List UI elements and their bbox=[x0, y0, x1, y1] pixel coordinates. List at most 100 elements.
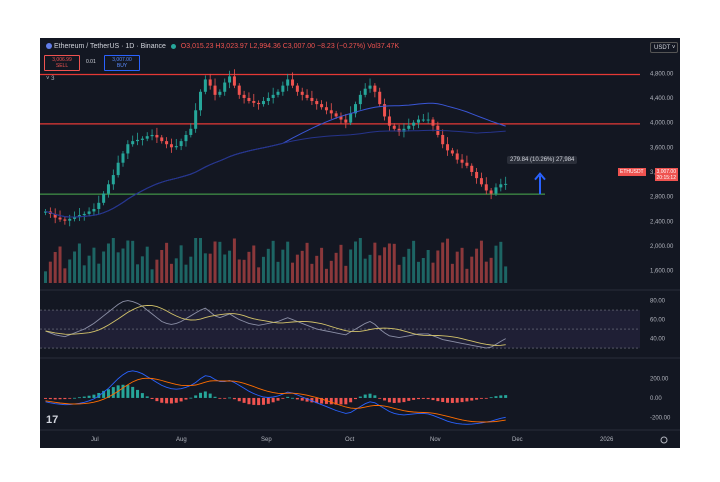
candle-body bbox=[218, 91, 222, 95]
macd-histogram-bar bbox=[184, 397, 188, 400]
volume-bar bbox=[136, 264, 140, 283]
macd-histogram-bar bbox=[155, 397, 159, 402]
volume-bar bbox=[484, 261, 488, 283]
macd-histogram-bar bbox=[266, 397, 270, 404]
candle-body bbox=[150, 134, 154, 137]
indicators-collapse-toggle[interactable]: ˅ 3 bbox=[46, 76, 55, 82]
macd-histogram-bar bbox=[431, 397, 435, 401]
volume-bar bbox=[228, 250, 232, 283]
macd-histogram-bar bbox=[169, 397, 173, 404]
candle-body bbox=[291, 79, 295, 86]
macd-histogram-bar bbox=[320, 397, 324, 404]
buy-button[interactable]: 3,007.00 BUY bbox=[104, 55, 140, 71]
macd-histogram-bar bbox=[126, 385, 130, 398]
chart-frame: 4,800.004,400.004,000.003,600.003,200.00… bbox=[40, 38, 680, 448]
macd-axis-tick: 200.00 bbox=[650, 377, 669, 383]
macd-histogram-bar bbox=[194, 395, 198, 398]
candle-body bbox=[106, 184, 110, 194]
price-tag-countdown: 20:15:12 bbox=[654, 175, 678, 181]
macd-histogram-bar bbox=[53, 397, 57, 400]
volume-bar bbox=[77, 243, 81, 283]
volume-bar bbox=[354, 241, 358, 283]
time-axis-tick: Jul bbox=[91, 437, 99, 443]
candle-body bbox=[247, 97, 251, 102]
gear-icon[interactable] bbox=[660, 436, 668, 444]
macd-histogram-bar bbox=[160, 397, 164, 403]
measure-arrow-head bbox=[534, 172, 546, 181]
macd-histogram-bar bbox=[499, 395, 503, 398]
volume-bar bbox=[82, 265, 86, 283]
macd-histogram-bar bbox=[174, 397, 178, 403]
macd-histogram-bar bbox=[92, 394, 96, 398]
volume-bar bbox=[431, 262, 435, 283]
macd-histogram-bar bbox=[460, 397, 464, 403]
price-axis-tick: 4,000.00 bbox=[650, 121, 674, 127]
candle-body bbox=[412, 122, 416, 126]
macd-histogram-bar bbox=[450, 397, 454, 403]
macd-histogram-bar bbox=[479, 397, 483, 399]
candle-body bbox=[373, 85, 377, 92]
sell-price: 3,006.99 bbox=[52, 57, 72, 63]
candle-body bbox=[87, 211, 91, 214]
price-tag-value: 3,007.00 bbox=[654, 168, 678, 176]
volume-bar bbox=[494, 245, 498, 283]
macd-histogram-bar bbox=[121, 384, 125, 398]
macd-histogram-bar bbox=[44, 397, 48, 399]
volume-bar bbox=[87, 255, 91, 283]
time-axis-tick: Nov bbox=[430, 437, 441, 443]
macd-histogram-bar bbox=[252, 397, 256, 405]
volume-bar bbox=[460, 247, 464, 283]
sell-label: SELL bbox=[55, 63, 69, 69]
volume-bar bbox=[446, 238, 450, 283]
chart-canvas[interactable]: 4,800.004,400.004,000.003,600.003,200.00… bbox=[40, 38, 680, 448]
volume-bar bbox=[247, 251, 251, 283]
macd-histogram-bar bbox=[77, 397, 81, 399]
candle-body bbox=[189, 128, 193, 135]
macd-histogram-bar bbox=[363, 394, 367, 398]
volume-bar bbox=[116, 252, 120, 283]
volume-bar bbox=[73, 251, 77, 283]
currency-select[interactable]: USDT ˅ bbox=[650, 42, 678, 53]
volume-bar bbox=[499, 241, 503, 283]
sell-button[interactable]: 3,006.99 SELL bbox=[44, 55, 80, 71]
volume-bar bbox=[271, 240, 275, 283]
volume-bar bbox=[155, 259, 159, 283]
macd-histogram-bar bbox=[145, 396, 149, 398]
spread-value: 0.01 bbox=[86, 59, 96, 65]
time-axis-tick: Dec bbox=[512, 437, 523, 443]
volume-bar bbox=[397, 264, 401, 283]
candle-body bbox=[165, 141, 169, 145]
macd-histogram-bar bbox=[242, 397, 246, 403]
candle-body bbox=[203, 79, 207, 92]
symbol-title[interactable]: Ethereum / TetherUS · 1D · Binance bbox=[53, 43, 166, 50]
price-axis-tick: 2,000.00 bbox=[650, 244, 674, 250]
volume-bar bbox=[465, 268, 469, 283]
volume-bar bbox=[218, 241, 222, 283]
volume-bar bbox=[106, 243, 110, 283]
candle-body bbox=[73, 216, 77, 219]
candle-body bbox=[416, 119, 420, 123]
macd-histogram-bar bbox=[373, 395, 377, 398]
volume-bar bbox=[407, 248, 411, 283]
macd-histogram-bar bbox=[465, 397, 469, 402]
macd-histogram-bar bbox=[358, 396, 362, 398]
macd-histogram-bar bbox=[412, 397, 416, 400]
candle-body bbox=[281, 85, 285, 92]
macd-histogram-bar bbox=[131, 386, 135, 398]
volume-bar bbox=[315, 255, 319, 283]
macd-histogram-bar bbox=[315, 397, 319, 404]
last-price-tag: ETHUSDT 3,007.00 20:15:12 bbox=[618, 168, 678, 183]
candle-body bbox=[421, 119, 425, 121]
tradingview-logo-icon[interactable]: 17 bbox=[46, 414, 59, 426]
candle-body bbox=[460, 159, 464, 163]
volume-bar bbox=[358, 238, 362, 283]
ethereum-icon bbox=[46, 43, 52, 50]
candle-body bbox=[315, 101, 319, 105]
candle-body bbox=[324, 107, 328, 111]
macd-histogram-bar bbox=[397, 397, 401, 403]
volume-bar bbox=[392, 243, 396, 283]
macd-signal-line bbox=[45, 377, 506, 423]
candle-body bbox=[494, 187, 498, 194]
volume-bar bbox=[281, 249, 285, 283]
volume-bar bbox=[242, 259, 246, 283]
